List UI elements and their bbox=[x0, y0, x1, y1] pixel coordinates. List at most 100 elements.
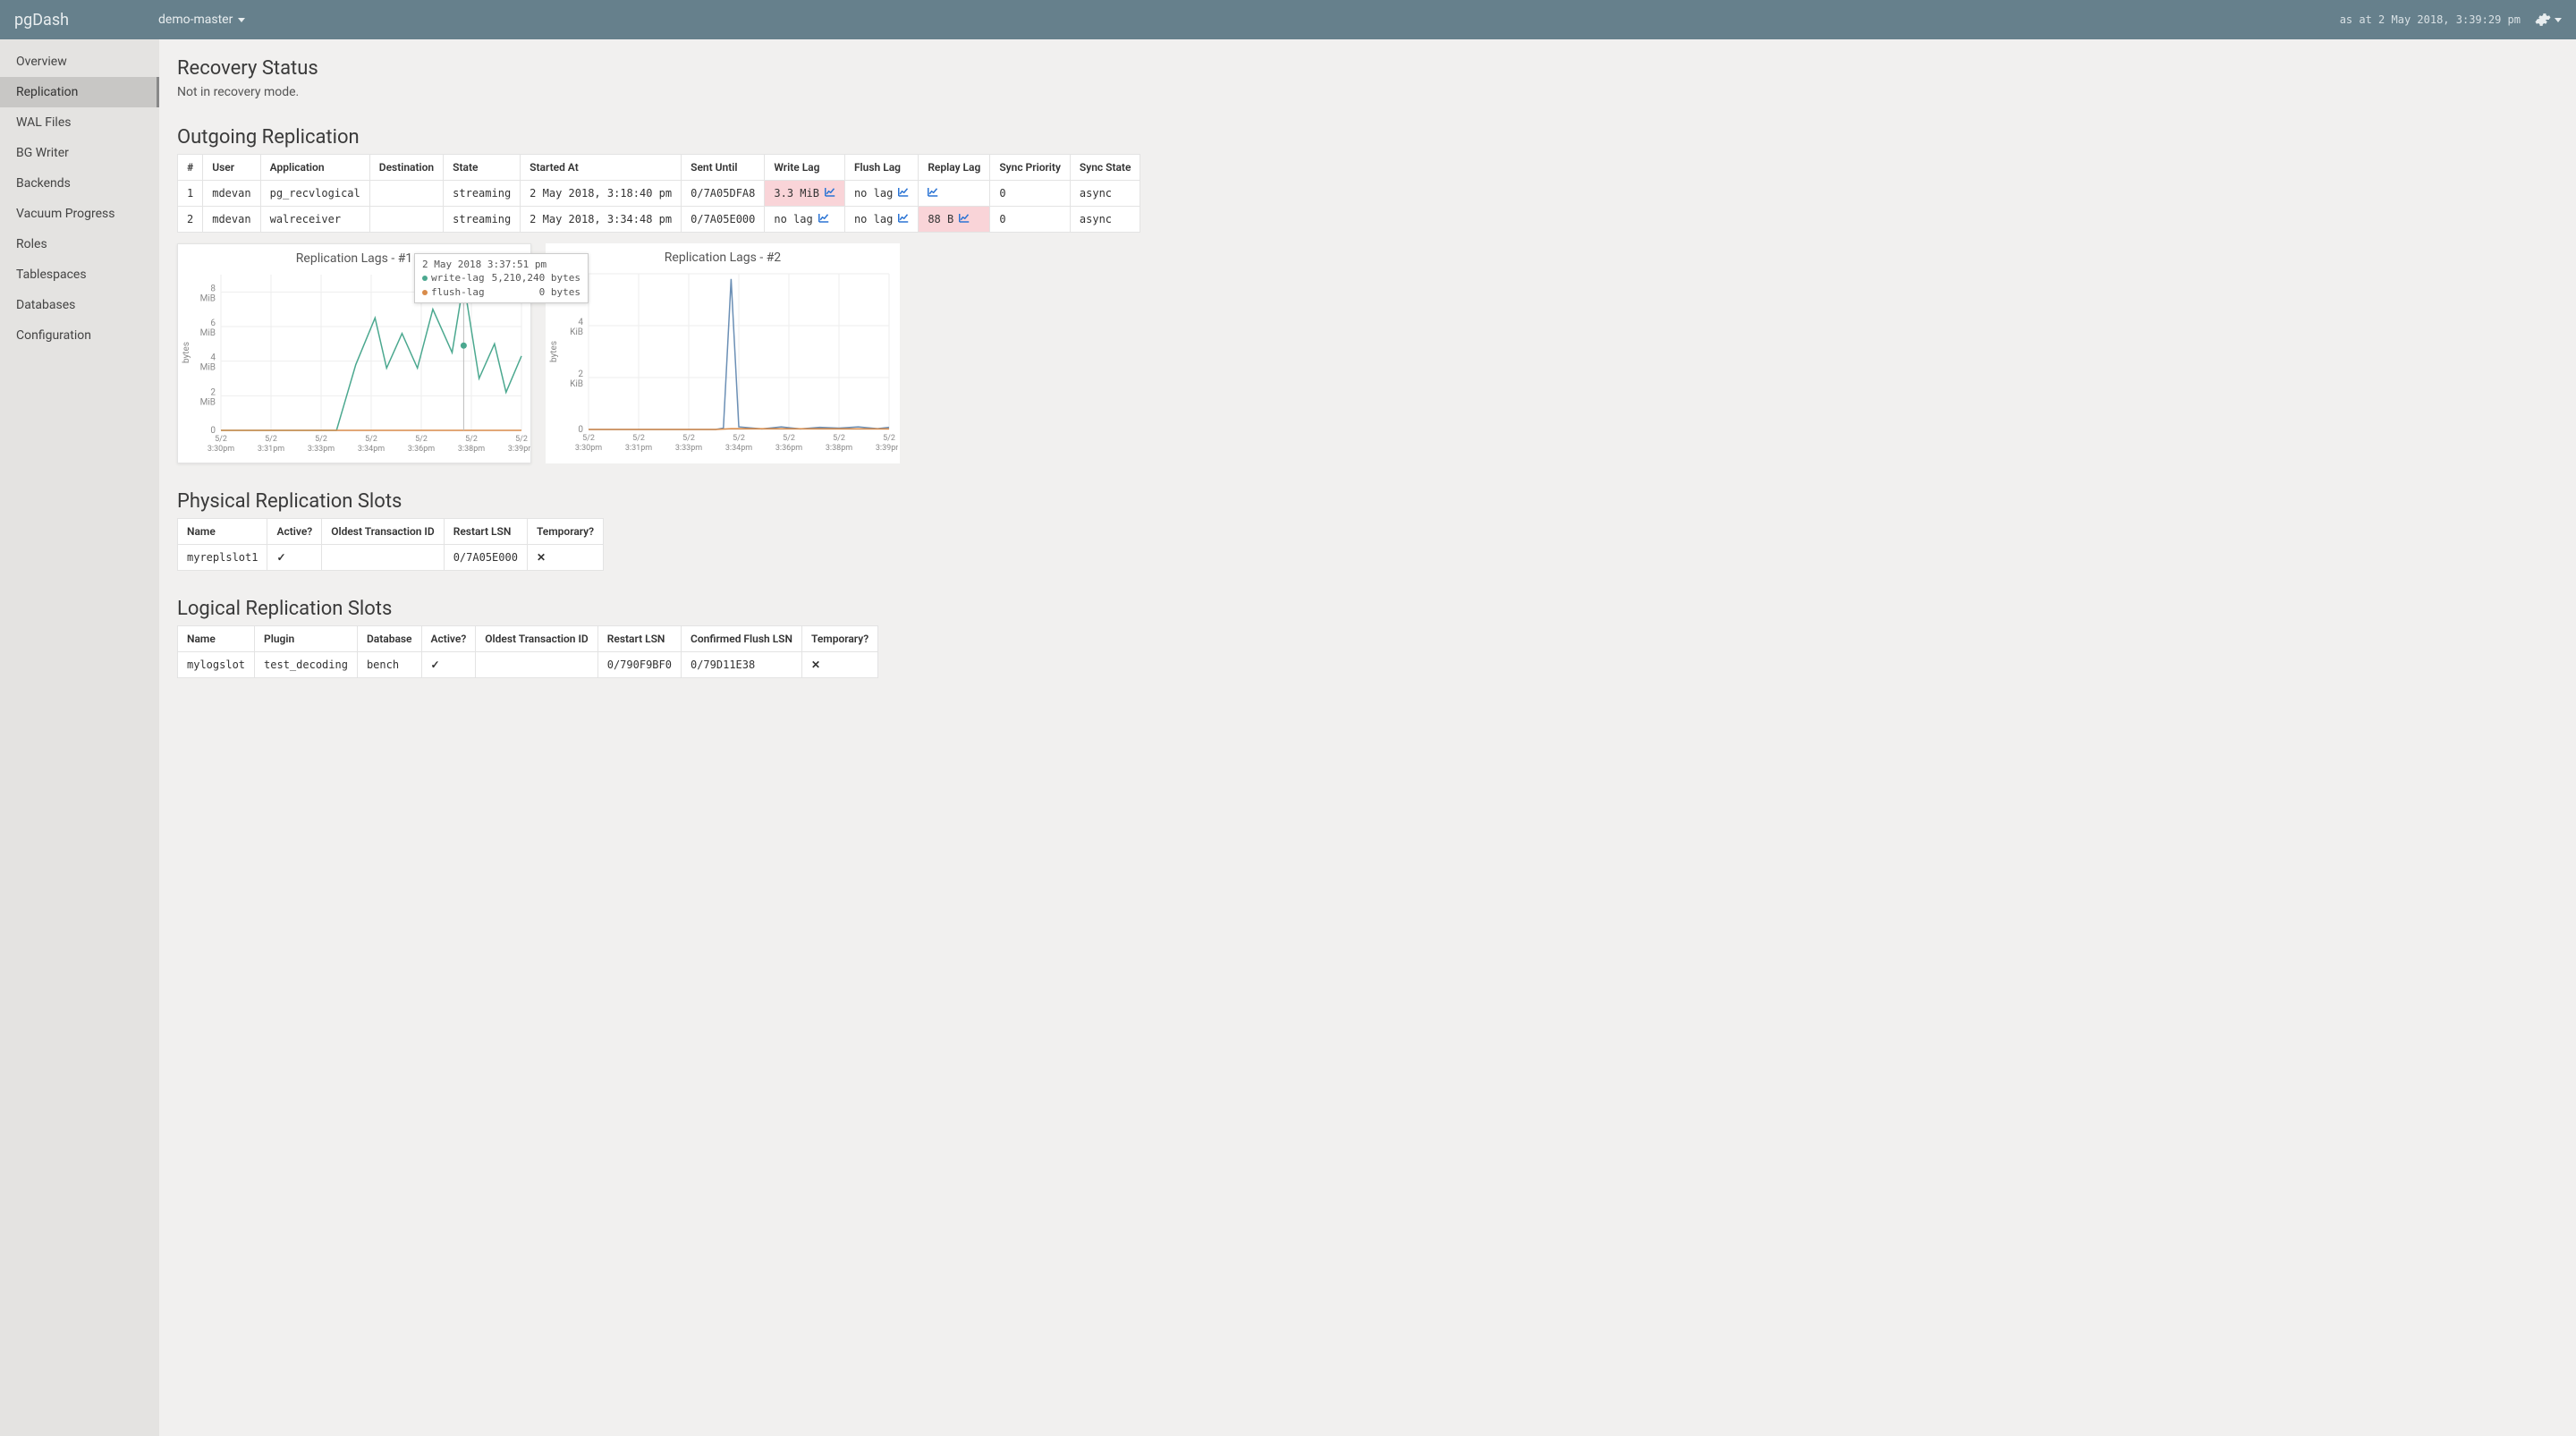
svg-text:3:30pm: 3:30pm bbox=[208, 445, 234, 454]
cross-icon bbox=[811, 659, 820, 671]
svg-text:MiB: MiB bbox=[200, 363, 216, 373]
logical-section: Logical Replication Slots NamePluginData… bbox=[177, 598, 2558, 678]
cell: 0/7A05E000 bbox=[682, 207, 765, 233]
main-content: Recovery Status Not in recovery mode. Ou… bbox=[159, 39, 2576, 1436]
svg-text:5/2: 5/2 bbox=[465, 435, 478, 444]
svg-text:8: 8 bbox=[210, 284, 216, 293]
column-header: Name bbox=[178, 626, 255, 652]
brand-logo: pgDash bbox=[14, 11, 69, 30]
svg-text:5/2: 5/2 bbox=[515, 435, 528, 444]
chart-icon[interactable] bbox=[818, 213, 829, 225]
svg-text:2: 2 bbox=[210, 387, 216, 397]
sidebar-item-vacuum-progress[interactable]: Vacuum Progress bbox=[0, 199, 159, 229]
svg-text:3:31pm: 3:31pm bbox=[625, 444, 652, 453]
chart-icon[interactable] bbox=[959, 213, 970, 225]
outgoing-table: #UserApplicationDestinationStateStarted … bbox=[177, 154, 1140, 233]
outgoing-title: Outgoing Replication bbox=[177, 126, 2558, 149]
cell: no lag bbox=[844, 207, 918, 233]
cell: streaming bbox=[444, 181, 521, 207]
column-header: Flush Lag bbox=[844, 155, 918, 181]
physical-table: NameActive?Oldest Transaction IDRestart … bbox=[177, 518, 604, 571]
svg-text:5/2: 5/2 bbox=[733, 434, 745, 443]
server-dropdown[interactable]: demo-master bbox=[158, 13, 245, 27]
column-header: User bbox=[203, 155, 260, 181]
svg-text:3:31pm: 3:31pm bbox=[258, 445, 284, 454]
svg-text:3:39pm: 3:39pm bbox=[508, 445, 530, 454]
settings-menu[interactable] bbox=[2535, 12, 2562, 28]
cell: test_decoding bbox=[255, 652, 358, 678]
cell bbox=[802, 652, 878, 678]
logical-table: NamePluginDatabaseActive?Oldest Transact… bbox=[177, 625, 878, 678]
column-header: Confirmed Flush LSN bbox=[681, 626, 801, 652]
column-header: Restart LSN bbox=[444, 519, 527, 545]
cell: no lag bbox=[844, 181, 918, 207]
svg-text:bytes: bytes bbox=[182, 342, 191, 363]
cell: 0/7A05E000 bbox=[444, 545, 527, 571]
cell: 0 bbox=[990, 207, 1071, 233]
sidebar-item-configuration[interactable]: Configuration bbox=[0, 320, 159, 351]
cell bbox=[267, 545, 322, 571]
cell: mylogslot bbox=[178, 652, 255, 678]
chart-1-tooltip: 2 May 2018 3:37:51 pmwrite-lag 5,210,240… bbox=[414, 253, 589, 303]
cell: async bbox=[1070, 207, 1140, 233]
cell: 1 bbox=[178, 181, 203, 207]
cell bbox=[476, 652, 598, 678]
cell: myreplslot1 bbox=[178, 545, 267, 571]
chart-icon[interactable] bbox=[928, 187, 938, 200]
svg-text:5/2: 5/2 bbox=[215, 435, 227, 444]
cell: walreceiver bbox=[260, 207, 369, 233]
table-row: 2mdevanwalreceiverstreaming2 May 2018, 3… bbox=[178, 207, 1140, 233]
sidebar-item-databases[interactable]: Databases bbox=[0, 290, 159, 320]
svg-text:MiB: MiB bbox=[200, 397, 216, 407]
topbar: pgDash demo-master as at 2 May 2018, 3:3… bbox=[0, 0, 2576, 39]
physical-section: Physical Replication Slots NameActive?Ol… bbox=[177, 490, 2558, 571]
column-header: Sync Priority bbox=[990, 155, 1071, 181]
cell: 88 B bbox=[919, 207, 990, 233]
sidebar-item-overview[interactable]: Overview bbox=[0, 47, 159, 77]
physical-title: Physical Replication Slots bbox=[177, 490, 2558, 513]
sidebar-item-roles[interactable]: Roles bbox=[0, 229, 159, 259]
sidebar-item-wal-files[interactable]: WAL Files bbox=[0, 107, 159, 138]
column-header: Destination bbox=[369, 155, 443, 181]
svg-text:5/2: 5/2 bbox=[783, 434, 795, 443]
sidebar-item-replication[interactable]: Replication bbox=[0, 77, 159, 107]
column-header: Plugin bbox=[255, 626, 358, 652]
cell: mdevan bbox=[203, 181, 260, 207]
column-header: Active? bbox=[267, 519, 322, 545]
svg-text:5/2: 5/2 bbox=[833, 434, 845, 443]
cell: 2 May 2018, 3:18:40 pm bbox=[521, 181, 682, 207]
cell: 0/790F9BF0 bbox=[597, 652, 681, 678]
column-header: Write Lag bbox=[765, 155, 845, 181]
column-header: Name bbox=[178, 519, 267, 545]
gear-icon bbox=[2535, 12, 2551, 28]
svg-text:bytes: bytes bbox=[549, 341, 559, 362]
recovery-title: Recovery Status bbox=[177, 57, 2558, 80]
cell: 2 bbox=[178, 207, 203, 233]
svg-text:3:30pm: 3:30pm bbox=[575, 444, 602, 453]
column-header: # bbox=[178, 155, 203, 181]
cell: bench bbox=[357, 652, 421, 678]
cell: 3.3 MiB bbox=[765, 181, 845, 207]
cell bbox=[919, 181, 990, 207]
sidebar-item-backends[interactable]: Backends bbox=[0, 168, 159, 199]
server-name: demo-master bbox=[158, 13, 233, 27]
svg-text:4: 4 bbox=[578, 318, 583, 327]
chart-icon[interactable] bbox=[898, 187, 909, 200]
svg-text:KiB: KiB bbox=[570, 379, 583, 389]
cell: 0 bbox=[990, 181, 1071, 207]
column-header: Restart LSN bbox=[597, 626, 681, 652]
svg-text:MiB: MiB bbox=[200, 328, 216, 338]
sidebar-item-tablespaces[interactable]: Tablespaces bbox=[0, 259, 159, 290]
chart-2-title: Replication Lags - #2 bbox=[546, 243, 900, 268]
cell bbox=[322, 545, 445, 571]
column-header: Oldest Transaction ID bbox=[476, 626, 598, 652]
cell bbox=[369, 207, 443, 233]
sidebar-item-bg-writer[interactable]: BG Writer bbox=[0, 138, 159, 168]
cell bbox=[369, 181, 443, 207]
chart-icon[interactable] bbox=[898, 213, 909, 225]
svg-text:3:33pm: 3:33pm bbox=[308, 445, 335, 454]
svg-text:4: 4 bbox=[210, 353, 216, 363]
cell: 0/7A05DFA8 bbox=[682, 181, 765, 207]
svg-text:KiB: KiB bbox=[570, 327, 583, 337]
chart-icon[interactable] bbox=[825, 187, 835, 200]
